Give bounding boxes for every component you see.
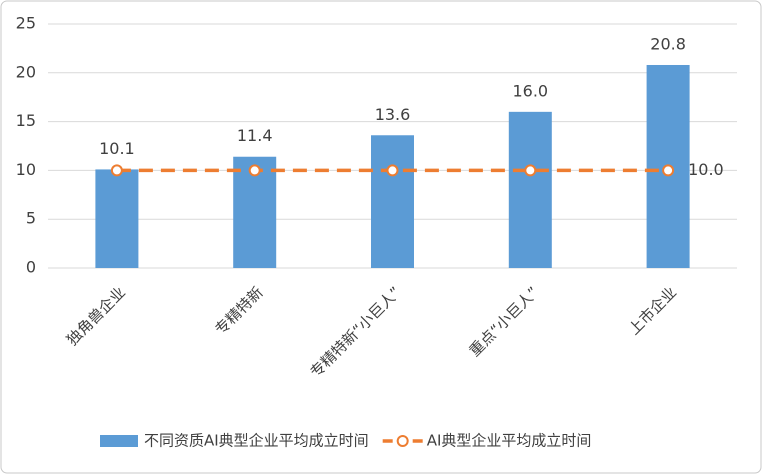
bar (371, 135, 414, 268)
y-tick-label: 5 (26, 209, 36, 228)
y-tick-label: 20 (16, 62, 36, 81)
y-tick-label: 0 (26, 258, 36, 277)
value-label: 10.0 (688, 160, 724, 179)
y-tick-label: 25 (16, 14, 36, 33)
line-marker (248, 164, 261, 177)
line-marker (110, 164, 123, 177)
legend-label: AI典型企业平均成立时间 (427, 432, 592, 450)
legend-swatch (100, 435, 138, 447)
legend-swatch (396, 435, 409, 447)
y-tick-label: 15 (16, 111, 36, 130)
bar (95, 169, 139, 268)
line-marker (662, 164, 675, 177)
y-tick-label: 10 (16, 160, 36, 179)
bar (508, 111, 552, 268)
value-label: 16.0 (512, 81, 548, 100)
value-label: 10.1 (99, 139, 135, 158)
legend-label: 不同资质AI典型企业平均成立时间 (144, 432, 369, 450)
value-label: 20.8 (650, 34, 686, 53)
value-label: 11.4 (237, 126, 273, 145)
line-marker (524, 164, 537, 177)
line-marker (386, 164, 399, 177)
value-label: 13.6 (375, 105, 411, 124)
